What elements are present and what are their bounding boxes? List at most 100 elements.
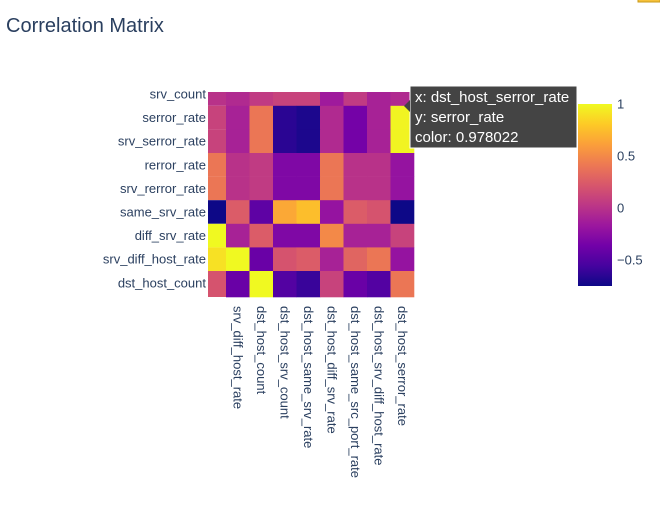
heatmap-edge-cell[interactable] (208, 92, 226, 106)
heatmap-cell[interactable] (367, 105, 391, 130)
heatmap-cell[interactable] (273, 176, 297, 201)
heatmap-cell[interactable] (273, 223, 297, 248)
heatmap-cell[interactable] (390, 271, 415, 298)
heatmap-cell[interactable] (296, 105, 321, 130)
heatmap-cell[interactable] (296, 129, 321, 154)
heatmap-edge-cell[interactable] (208, 247, 226, 271)
heatmap-cell[interactable] (249, 200, 274, 225)
x-tick-label: dst_host_same_src_port_rate (348, 306, 363, 478)
heatmap-cell[interactable] (343, 223, 368, 248)
heatmap-cell[interactable] (226, 176, 250, 201)
heatmap-cell[interactable] (343, 176, 368, 201)
hover-tooltip-box (409, 85, 578, 149)
heatmap-cell[interactable] (343, 92, 368, 107)
heatmap-cell[interactable] (320, 200, 344, 225)
heatmap-cell[interactable] (367, 153, 391, 177)
heatmap-cell[interactable] (390, 129, 415, 154)
heatmap-cell[interactable] (343, 271, 368, 298)
heatmap-cell[interactable] (226, 105, 250, 130)
heatmap-edge-cell[interactable] (208, 200, 226, 224)
y-tick-label: srv_rerror_rate (120, 181, 206, 196)
heatmap-cell[interactable] (273, 92, 297, 107)
heatmap-edge-cell[interactable] (208, 153, 226, 177)
heatmap-cell[interactable] (320, 92, 344, 107)
heatmap-cell[interactable] (390, 153, 415, 177)
heatmap-edge-cell[interactable] (208, 105, 226, 130)
heatmap-cell[interactable] (367, 92, 391, 107)
colorbar-tick-label: −0.5 (617, 253, 643, 268)
heatmap-cell[interactable] (249, 223, 274, 248)
heatmap-cell[interactable] (226, 92, 250, 107)
heatmap-cell[interactable] (390, 247, 415, 272)
heatmap-cell[interactable] (226, 200, 250, 225)
heatmap-cell[interactable] (390, 223, 415, 248)
heatmap-cell[interactable] (249, 153, 274, 177)
heatmap-cell[interactable] (320, 247, 344, 272)
heatmap-cell[interactable] (273, 247, 297, 272)
colorbar: 1 0.5 0 −0.5 (578, 97, 643, 286)
heatmap-cell[interactable] (320, 129, 344, 154)
heatmap-cell[interactable] (273, 271, 297, 298)
heatmap-cell[interactable] (296, 176, 321, 201)
heatmap-cell[interactable] (296, 271, 321, 298)
hover-tooltip-pointer (404, 100, 410, 112)
heatmap-cell[interactable] (367, 129, 391, 154)
heatmap-cell[interactable] (296, 153, 321, 177)
heatmap-cell[interactable] (367, 271, 391, 298)
y-tick-label: same_srv_rate (120, 205, 206, 220)
heatmap-cell[interactable] (367, 247, 391, 272)
heatmap-cell[interactable] (249, 247, 274, 272)
x-tick-label: srv_diff_host_rate (230, 306, 245, 409)
heatmap-cells[interactable] (208, 92, 415, 298)
heatmap-cell[interactable] (296, 247, 321, 272)
heatmap-cell[interactable] (249, 271, 274, 298)
heatmap-cell[interactable] (249, 105, 274, 130)
y-tick-label: srv_serror_rate (118, 134, 206, 149)
heatmap-cell[interactable] (226, 271, 250, 298)
heatmap-cell[interactable] (273, 200, 297, 225)
heatmap-cell[interactable] (320, 153, 344, 177)
heatmap-cell[interactable] (343, 247, 368, 272)
heatmap-cell[interactable] (296, 223, 321, 248)
heatmap-cell[interactable] (273, 105, 297, 130)
heatmap-cell[interactable] (343, 153, 368, 177)
heatmap-cell[interactable] (226, 247, 250, 272)
heatmap-cell[interactable] (226, 223, 250, 248)
hover-y-line: y: serror_rate (415, 109, 504, 126)
x-tick-label: dst_host_serror_rate (395, 306, 410, 426)
heatmap-cell[interactable] (226, 129, 250, 154)
heatmap-cell[interactable] (367, 223, 391, 248)
x-tick-label: dst_host_count (254, 306, 269, 395)
heatmap-cell[interactable] (296, 92, 321, 107)
heatmap-cell[interactable] (367, 200, 391, 225)
modebar-corner-marker[interactable] (637, 0, 660, 3)
heatmap-cell[interactable] (226, 153, 250, 177)
heatmap-cell[interactable] (343, 129, 368, 154)
heatmap-cell[interactable] (367, 176, 391, 201)
heatmap-cell[interactable] (390, 200, 415, 225)
heatmap-edge-cell[interactable] (208, 271, 226, 297)
heatmap-edge-cell[interactable] (208, 176, 226, 201)
heatmap-cell[interactable] (343, 200, 368, 225)
heatmap-cell[interactable] (249, 129, 274, 154)
heatmap-cell[interactable] (296, 200, 321, 225)
x-axis-tick-labels: srv_diff_host_rate dst_host_count dst_host… (230, 306, 410, 478)
heatmap-cell[interactable] (320, 176, 344, 201)
heatmap-cell[interactable] (273, 153, 297, 177)
heatmap-cell[interactable] (320, 105, 344, 130)
heatmap-cell[interactable] (390, 176, 415, 201)
x-tick-label: dst_host_srv_count (277, 306, 292, 419)
y-tick-label: diff_srv_rate (135, 228, 206, 243)
heatmap-cell[interactable] (343, 105, 368, 130)
heatmap-edge-cell[interactable] (208, 223, 226, 248)
y-tick-label: serror_rate (142, 110, 206, 125)
colorbar-gradient (578, 104, 612, 286)
heatmap-edge-cell[interactable] (208, 129, 226, 153)
heatmap-cell[interactable] (273, 129, 297, 154)
heatmap-cell[interactable] (320, 271, 344, 298)
heatmap-cell[interactable] (249, 176, 274, 201)
heatmap-cell[interactable] (249, 92, 274, 107)
heatmap-cell[interactable] (390, 105, 415, 130)
heatmap-cell[interactable] (320, 223, 344, 248)
colorbar-tick-label: 0 (617, 201, 624, 216)
